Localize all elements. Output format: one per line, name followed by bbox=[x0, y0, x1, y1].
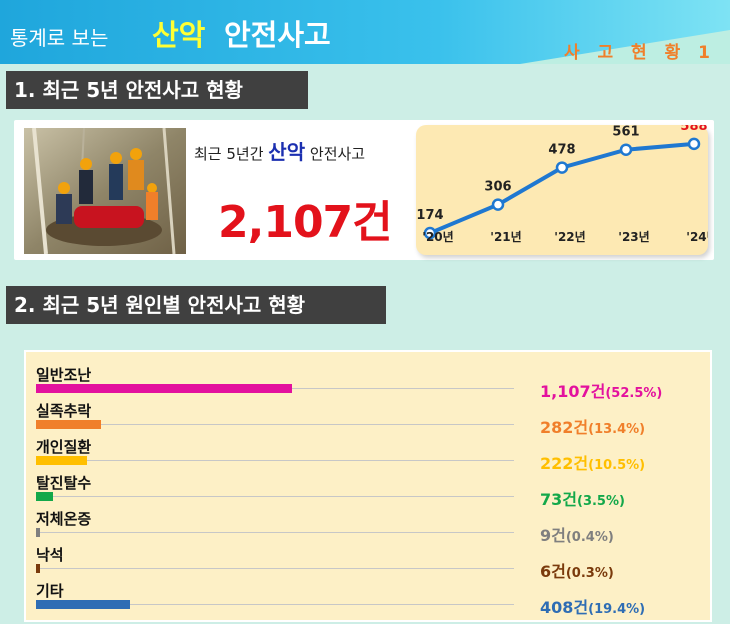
cause-label: 기타 bbox=[36, 582, 64, 600]
cause-bar bbox=[36, 384, 292, 393]
cause-label: 일반조난 bbox=[36, 366, 92, 384]
cause-value: 408건(19.4%) bbox=[540, 594, 645, 618]
trend-value-label: 174 bbox=[416, 208, 443, 223]
trend-point bbox=[423, 226, 437, 240]
trend-value-label: 306 bbox=[484, 180, 511, 195]
trend-value-label: 588 bbox=[680, 125, 707, 134]
cause-bar bbox=[36, 564, 40, 573]
cause-track bbox=[36, 604, 514, 605]
cause-percent: (0.3%) bbox=[565, 566, 614, 581]
trend-year-label: '22년 bbox=[554, 230, 585, 244]
trend-point bbox=[491, 198, 505, 211]
cause-track bbox=[36, 496, 514, 497]
title-banner: 통계로 보는 산악 안전사고 사 고 현 황 1 bbox=[0, 0, 730, 64]
cause-track bbox=[36, 460, 514, 461]
cause-count: 282건 bbox=[540, 418, 589, 437]
cause-value: 1,107건(52.5%) bbox=[540, 378, 662, 402]
cause-count: 73건 bbox=[540, 490, 577, 509]
cause-bar bbox=[36, 492, 53, 501]
cause-track bbox=[36, 532, 514, 533]
trend-value-label: 478 bbox=[548, 143, 575, 158]
banner-keyword: 산악 bbox=[152, 18, 206, 52]
trend-year-label: '23년 bbox=[618, 230, 649, 244]
banner-tag: 사 고 현 황 1 bbox=[563, 43, 716, 63]
section2-title: 2. 최근 5년 원인별 안전사고 현황 bbox=[6, 286, 386, 324]
trend-value-label: 561 bbox=[612, 125, 639, 140]
trend-year-label: '20년 bbox=[422, 230, 453, 244]
cause-value: 222건(10.5%) bbox=[540, 450, 645, 474]
cause-value: 282건(13.4%) bbox=[540, 414, 645, 438]
cause-value: 73건(3.5%) bbox=[540, 486, 625, 510]
cause-label: 낙석 bbox=[36, 546, 64, 564]
cause-bar bbox=[36, 600, 131, 609]
trend-point bbox=[687, 137, 701, 151]
cause-track bbox=[36, 568, 514, 569]
cause-percent: (10.5%) bbox=[588, 458, 646, 473]
trend-year-label: '21년 bbox=[490, 230, 521, 244]
banner-title-rest: 안전사고 bbox=[224, 18, 331, 52]
banner-lead-text: 통계로 보는 bbox=[10, 26, 109, 50]
cause-count: 222건 bbox=[540, 454, 589, 473]
cause-percent: (52.5%) bbox=[605, 386, 663, 401]
section1-title: 1. 최근 5년 안전사고 현황 bbox=[6, 71, 308, 109]
cause-label: 실족추락 bbox=[36, 402, 92, 420]
rescue-photo bbox=[24, 128, 186, 254]
cause-chart: 일반조난 1,107건(52.5%) 실족추락 282건(13.4%) 개인질환 222건… bbox=[26, 352, 710, 620]
caption-prefix: 최근 5년간 bbox=[194, 145, 264, 163]
caption-suffix: 안전사고 bbox=[309, 145, 366, 163]
cause-percent: (3.5%) bbox=[577, 494, 625, 509]
cause-count: 9건 bbox=[540, 526, 566, 545]
trend-point bbox=[619, 143, 633, 156]
trend-year-label: '24년 bbox=[686, 230, 708, 244]
caption-keyword: 산악 bbox=[268, 140, 306, 164]
cause-label: 저체온증 bbox=[36, 510, 92, 528]
cause-value: 6건(0.3%) bbox=[540, 558, 614, 582]
cause-label: 탈진탈수 bbox=[36, 474, 92, 492]
yearly-trend-chart: 174 '20년 306 '21년 478 '22년 561 '23년 588 '24년 bbox=[416, 119, 718, 255]
cause-percent: (19.4%) bbox=[588, 602, 646, 617]
cause-value: 9건(0.4%) bbox=[540, 522, 614, 546]
cause-percent: (13.4%) bbox=[588, 422, 646, 437]
cause-track bbox=[36, 424, 514, 425]
cause-percent: (0.4%) bbox=[565, 530, 614, 545]
cause-count: 6건 bbox=[540, 562, 566, 581]
trend-point bbox=[555, 161, 569, 174]
cause-count: 1,107건 bbox=[540, 382, 606, 401]
cause-bar bbox=[36, 420, 102, 429]
five-year-caption: 최근 5년간 산악 안전사고 bbox=[194, 136, 365, 165]
total-accidents: 2,107건 bbox=[218, 197, 393, 248]
cause-bar bbox=[36, 528, 40, 537]
summary-card: 최근 5년간 산악 안전사고 2,107건 174 '20년 306 '21년 478 '… bbox=[14, 119, 718, 260]
yearly-trend-svg: 174 '20년 306 '21년 478 '22년 561 '23년 588 '24년 bbox=[416, 119, 717, 244]
cause-bar bbox=[36, 456, 88, 465]
cause-label: 개인질환 bbox=[36, 438, 92, 456]
cause-count: 408건 bbox=[540, 598, 589, 617]
